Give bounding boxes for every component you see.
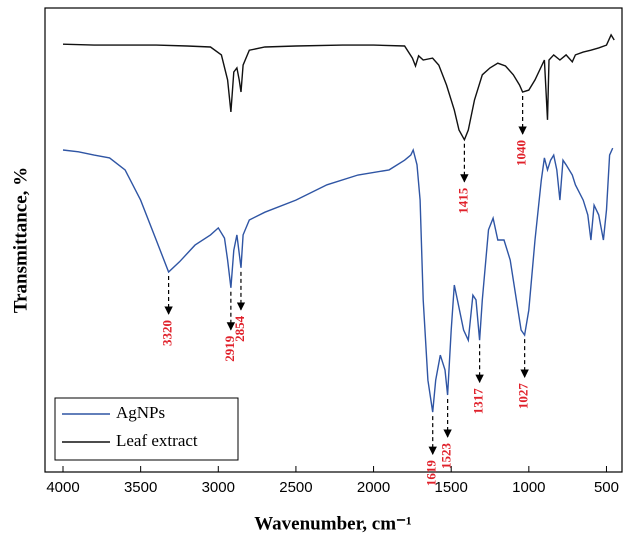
x-tick-label: 3000: [202, 479, 235, 496]
series-line: [62, 147, 614, 413]
legend-box: [54, 397, 239, 461]
series-line: [62, 33, 615, 142]
x-tick-label: 2000: [357, 479, 390, 496]
peak-label: 1040: [514, 140, 529, 166]
peak-label: 2854: [232, 315, 247, 342]
peak-label: 1027: [516, 383, 531, 410]
legend-label: AgNPs: [116, 403, 165, 422]
legend-label: Leaf extract: [116, 431, 198, 450]
peak-label: 1619: [424, 460, 439, 487]
peak-label: 1523: [439, 442, 454, 469]
x-tick-label: 2500: [279, 479, 312, 496]
x-tick-label: 500: [594, 479, 619, 496]
plot-frame: [44, 7, 623, 473]
y-axis-title: Transmittance, %: [10, 167, 31, 313]
peak-label: 2919: [222, 335, 237, 362]
x-axis-title: Wavenumber, cm⁻¹: [254, 513, 412, 534]
x-tick-label: 1500: [435, 479, 468, 496]
peak-label: 1415: [455, 187, 470, 214]
x-tick-label: 4000: [46, 479, 79, 496]
peak-label: 3320: [160, 320, 175, 346]
peak-label: 1317: [471, 388, 486, 415]
x-tick-label: 1000: [512, 479, 545, 496]
x-tick-label: 3500: [124, 479, 157, 496]
